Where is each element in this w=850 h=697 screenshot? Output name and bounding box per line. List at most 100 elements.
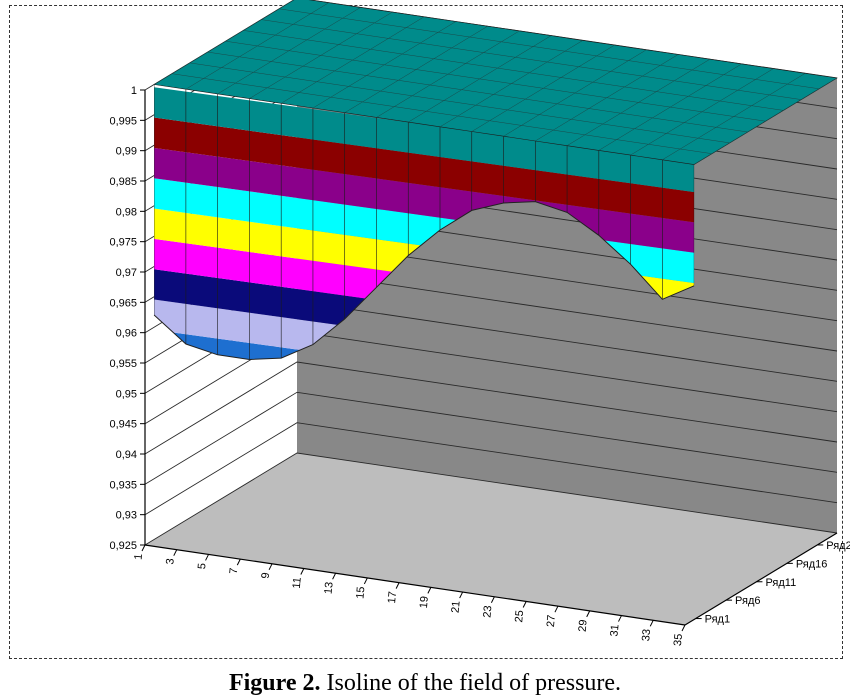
z-tick-label: 0,925: [109, 540, 137, 552]
series-tick-label: Ряд16: [796, 558, 828, 570]
caption-label: Figure 2.: [228, 670, 321, 696]
surface-top-mesh: [225, 40, 766, 122]
series-tick-label: Ряд6: [735, 595, 760, 607]
surface-top-mesh: [598, 63, 742, 151]
surface-top-mesh: [171, 73, 713, 154]
z-tick-label: 0,995: [109, 115, 137, 127]
x-tick-label: 29: [577, 619, 590, 632]
surface-top-mesh: [312, 21, 456, 109]
x-tick: [586, 610, 591, 618]
x-tick: [363, 577, 368, 585]
caption-text: Isoline of the field of pressure.: [320, 670, 622, 696]
z-tick-label: 0,935: [109, 479, 137, 491]
x-tick-label: 31: [608, 624, 621, 637]
x-tick-label: 35: [672, 633, 685, 646]
x-tick: [618, 615, 622, 622]
z-axis-labels: 1 0,995 0,99 0,985 0,98 0,975 0,97 0,965 0,96 0,9…: [109, 85, 145, 552]
x-tick-label: 13: [323, 581, 336, 594]
x-tick: [268, 563, 273, 571]
surface-top-mesh: [279, 8, 820, 90]
surface-top-mesh: [243, 30, 784, 111]
surface-top-mesh: [376, 30, 520, 118]
z-tick-label: 1: [131, 85, 137, 97]
x-tick-label: 25: [513, 610, 526, 623]
z-tick-label: 0,975: [109, 237, 137, 249]
x-tick: [490, 596, 495, 603]
surface-top-mesh: [153, 0, 295, 85]
z-tick-label: 0,955: [109, 358, 137, 370]
x-tick-label: 27: [545, 614, 558, 627]
chart-floor: [145, 453, 837, 625]
chart-axes: [144, 90, 838, 626]
x-tick: [395, 582, 400, 589]
x-tick-label: 19: [418, 596, 431, 609]
z-tick-label: 0,95: [116, 388, 137, 400]
z-tick-label: 0,945: [109, 419, 137, 431]
x-tick: [427, 587, 432, 594]
surface-top-mesh: [344, 26, 488, 113]
surface-top-mesh: [630, 68, 774, 156]
x-tick: [332, 573, 337, 580]
x-tick: [300, 568, 305, 575]
x-tick: [522, 601, 527, 608]
series-tick-label: Ряд11: [765, 577, 796, 589]
x-tick-label: 3: [164, 558, 176, 565]
figure-caption: Figure 2. Isoline of the field of pressu…: [0, 670, 850, 697]
z-tick-label: 0,96: [116, 328, 137, 340]
gridline: [144, 452, 838, 546]
surface-top-mesh: [503, 49, 647, 137]
x-tick: [459, 591, 464, 599]
surface-band: [154, 84, 695, 195]
z-tick-label: 0,985: [109, 176, 137, 188]
surface-top-mesh: [439, 40, 584, 128]
surface-top-mesh: [189, 62, 730, 144]
x-tick: [681, 624, 686, 632]
x-tick-label: 33: [640, 629, 653, 642]
surface-top-mesh: [535, 54, 679, 142]
x-tick: [205, 554, 209, 561]
x-tick-label: 5: [196, 563, 208, 570]
surface-top-mesh: [249, 11, 393, 99]
x-tick: [141, 544, 146, 552]
z-tick-label: 0,93: [116, 510, 137, 522]
axis-line: [144, 544, 686, 626]
z-tick-label: 0,965: [109, 297, 137, 309]
z-tick-label: 0,94: [116, 449, 137, 461]
surface-top-mesh: [408, 35, 552, 123]
z-tick-label: 0,97: [116, 267, 137, 279]
surface-top-mesh: [566, 58, 711, 146]
gridline: [144, 361, 838, 455]
x-tick-label: 7: [228, 567, 240, 574]
surface-top-mesh: [185, 2, 329, 90]
surface-top-mesh: [207, 51, 748, 133]
surface-top-mesh: [281, 16, 425, 104]
surface-top-mesh: [662, 73, 806, 160]
surface-top-mesh: [217, 7, 361, 95]
x-tick-label: 1: [133, 553, 145, 560]
gridline: [144, 422, 838, 516]
x-tick-label: 9: [260, 572, 272, 579]
x-tick: [236, 558, 241, 566]
x-tick: [173, 549, 178, 556]
surface-top-mesh: [261, 19, 802, 100]
x-tick-label: 21: [450, 600, 463, 613]
x-tick: [649, 620, 654, 627]
x-tick-label: 15: [354, 586, 367, 599]
surface-band: [154, 327, 695, 360]
z-tick-label: 0,98: [116, 206, 137, 218]
x-tick-label: 17: [386, 591, 399, 604]
gridline: [144, 391, 838, 485]
surface-top-mesh: [471, 44, 615, 132]
x-tick: [554, 605, 559, 613]
series-tick-label: Ряд1: [705, 614, 730, 626]
axis-line: [684, 532, 838, 626]
x-tick-label: 23: [481, 605, 494, 618]
surface-profile: [153, 201, 695, 361]
surface-chart: 1 0,995 0,99 0,985 0,98 0,975 0,97 0,965 0,96 0,9…: [109, 0, 850, 646]
x-tick-label: 11: [291, 577, 304, 589]
z-tick-label: 0,99: [116, 146, 137, 158]
surface-top-mesh: [693, 77, 838, 165]
surface-band: [154, 114, 695, 226]
